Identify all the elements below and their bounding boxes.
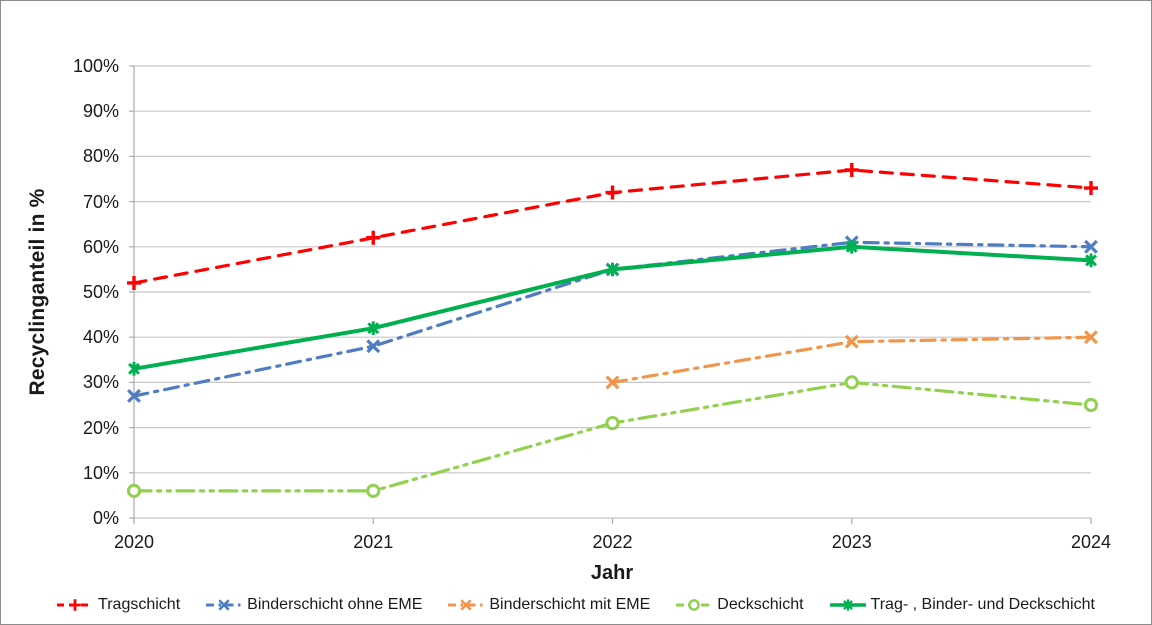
- plus-marker: [605, 185, 620, 200]
- y-tick-label: 50%: [82, 282, 119, 302]
- legend-item: Tragschicht: [57, 596, 180, 614]
- chart-legend: Tragschicht Binderschicht ohne EME Binders…: [1, 590, 1151, 620]
- plus-marker: [1084, 181, 1098, 196]
- legend-label: Tragschicht: [98, 596, 181, 613]
- y-tick-label: 20%: [82, 417, 119, 438]
- y-tick-label: 0%: [92, 508, 119, 528]
- legend-item: Deckschicht: [676, 596, 804, 614]
- legend-key-plus-icon: [57, 599, 94, 611]
- asterisk-marker: [367, 321, 380, 335]
- x-marker: [844, 334, 859, 349]
- legend-item: Binderschicht mit EME: [448, 596, 650, 614]
- series-line-binderschicht-ohne-eme: [132, 240, 1093, 398]
- y-tick-label: 60%: [82, 236, 119, 257]
- circle-marker: [844, 375, 859, 390]
- x-tick-label: 2023: [831, 532, 872, 552]
- asterisk-marker: [842, 599, 853, 611]
- y-tick-label: 70%: [82, 191, 119, 212]
- y-tick-label: 100%: [72, 56, 119, 76]
- x-tick-label: 2020: [113, 532, 155, 552]
- x-tick-label: 2021: [353, 532, 394, 552]
- series-line-deckschicht: [132, 380, 1093, 493]
- x-marker: [1084, 239, 1098, 254]
- legend-item: Binderschicht ohne EME: [206, 596, 422, 614]
- legend-item: Trag- , Binder- und Deckschicht: [829, 596, 1095, 614]
- y-tick-label: 40%: [82, 327, 119, 348]
- plus-marker: [366, 230, 381, 245]
- legend-label: Deckschicht: [717, 596, 804, 613]
- plus-marker: [844, 162, 859, 177]
- legend-key-circle-icon: [676, 599, 713, 611]
- legend-key-x-icon: [206, 599, 243, 611]
- x-marker: [1084, 330, 1098, 345]
- x-marker: [605, 375, 620, 390]
- circle-marker: [366, 483, 381, 498]
- legend-label: Trag- , Binder- und Deckschicht: [870, 596, 1095, 613]
- plus-marker: [127, 275, 141, 290]
- x-axis-title: Jahr: [590, 562, 634, 584]
- x-tick-label: 2024: [1070, 532, 1112, 552]
- asterisk-marker: [1085, 253, 1097, 268]
- y-tick-label: 80%: [82, 146, 119, 167]
- asterisk-marker: [845, 240, 858, 254]
- legend-label: Binderschicht mit EME: [489, 596, 651, 613]
- y-tick-label: 90%: [82, 101, 119, 122]
- y-tick-label: 30%: [82, 372, 119, 393]
- plus-marker: [69, 599, 81, 611]
- x-marker: [460, 599, 473, 611]
- x-tick-label: 2022: [592, 532, 633, 552]
- circle-marker: [605, 415, 620, 431]
- legend-key-x-icon: [448, 599, 485, 611]
- circle-marker: [126, 483, 142, 498]
- x-marker: [366, 339, 381, 354]
- x-marker: [127, 389, 141, 403]
- legend-key-asterisk-icon: [829, 599, 866, 611]
- circle-marker: [688, 599, 701, 611]
- y-tick-label: 10%: [82, 462, 119, 483]
- asterisk-marker: [606, 262, 619, 277]
- x-marker: [218, 599, 230, 611]
- asterisk-marker: [128, 362, 140, 376]
- circle-marker: [1083, 397, 1099, 413]
- legend-label: Binderschicht ohne EME: [247, 596, 423, 613]
